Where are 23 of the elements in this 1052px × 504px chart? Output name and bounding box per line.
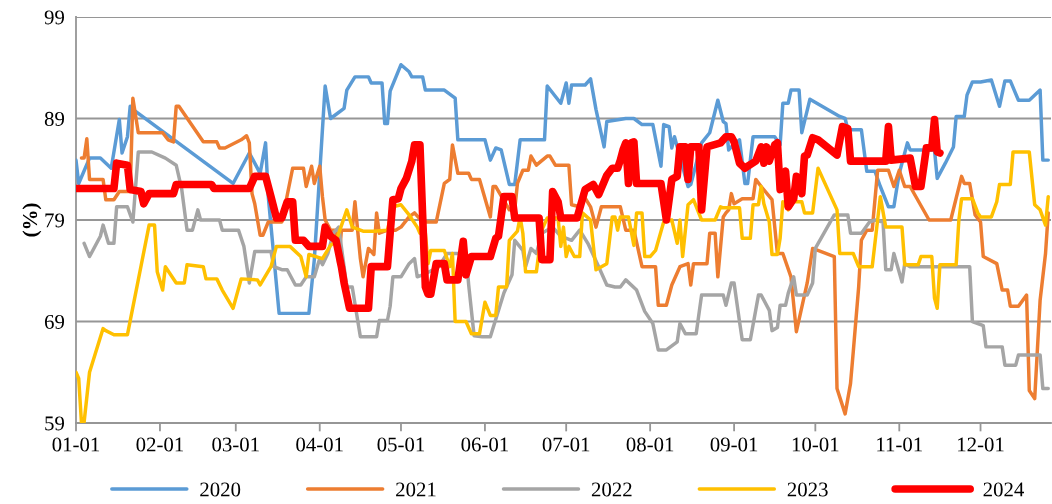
x-tick-label: 07-01 [542,437,590,452]
legend-label: 2024 [983,482,1024,497]
x-tick-label: 01-01 [52,437,100,452]
legend-label: 2023 [787,482,828,497]
legend-label: 2021 [396,482,436,497]
legend-label: 2022 [591,482,632,497]
x-tick-label: 12-01 [958,437,1004,452]
x-tick-label: 03-01 [212,437,259,452]
y-axis-title: (%) [22,203,42,237]
y-tick-label: 99 [44,10,65,25]
x-tick-label: 11-01 [877,437,922,452]
x-tick-label: 09-01 [710,437,758,452]
x-tick-label: 05-01 [377,437,425,452]
y-tick-label: 69 [44,314,65,329]
legend-label: 2020 [200,482,241,497]
x-tick-label: 08-01 [626,437,674,452]
x-tick-label: 02-01 [136,437,184,452]
y-tick-label: 59 [45,416,65,431]
y-tick-label: 79 [45,213,65,228]
y-tick-label: 89 [44,111,65,126]
x-tick-label: 04-01 [296,437,343,452]
x-tick-label: 10-01 [792,437,839,452]
x-tick-label: 06-01 [461,437,508,452]
